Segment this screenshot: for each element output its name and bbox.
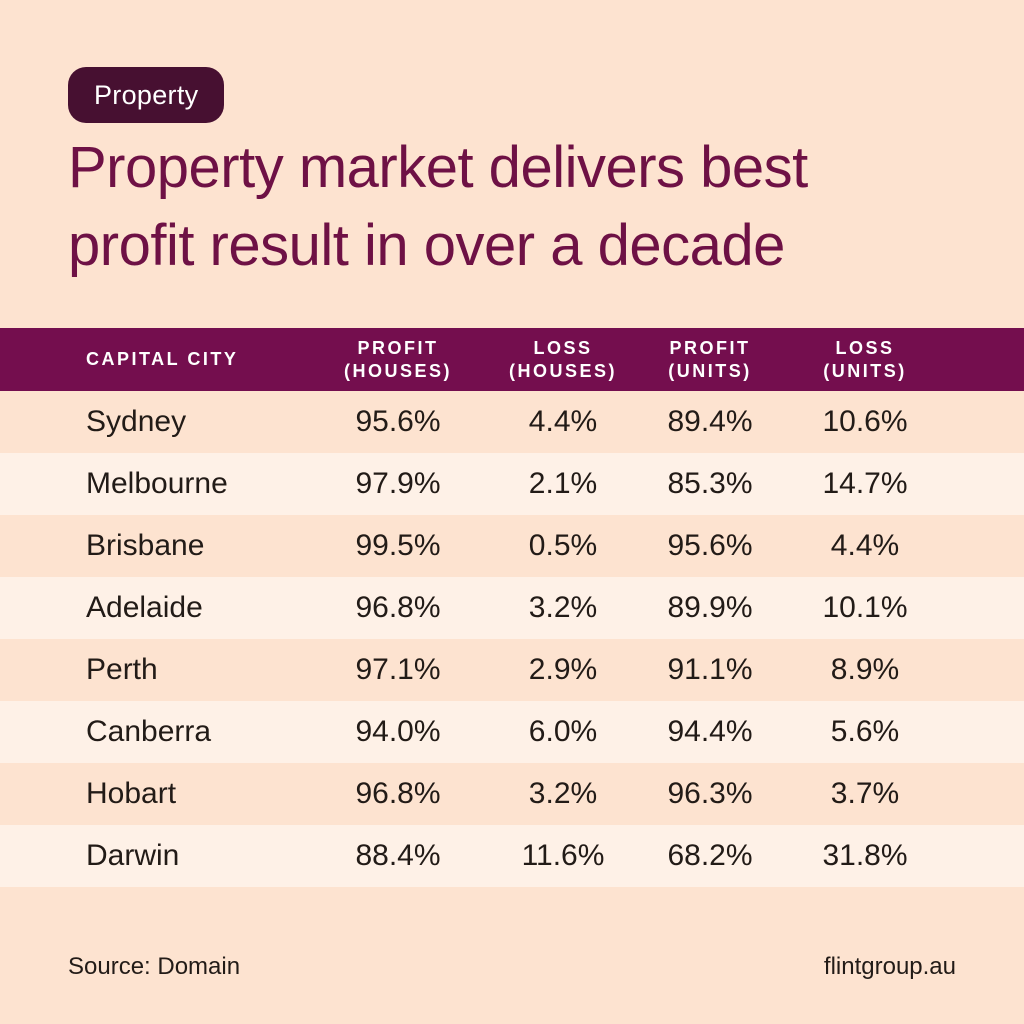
value-cell: 0.5% [528,529,598,562]
table-row: Sydney 95.6% 4.4% 89.4% 10.6% [0,391,1024,453]
value-cell: 2.1% [528,467,598,500]
table-body: Sydney 95.6% 4.4% 89.4% 10.6% Melbourne … [0,391,1024,887]
column-header-loss-houses: Loss (Houses) [508,337,617,381]
source-text: Source: Domain [68,953,241,980]
city-cell: Melbourne [86,467,228,500]
table-row: Darwin 88.4% 11.6% 68.2% 31.8% [0,825,1024,887]
data-table: Capital city Profit (Houses) Loss (House… [0,328,1024,887]
value-cell: 6.0% [528,715,598,748]
footer: Source: Domain flintgroup.au [68,953,956,981]
value-cell: 95.6% [355,405,441,438]
value-cell: 96.8% [355,777,441,810]
value-cell: 2.9% [528,653,598,686]
city-cell: Sydney [86,405,187,438]
value-cell: 97.9% [355,467,441,500]
value-cell: 85.3% [667,467,753,500]
value-cell: 8.9% [830,653,900,686]
city-cell: Hobart [86,777,177,810]
value-cell: 91.1% [667,653,753,686]
category-badge: Property [68,67,225,123]
value-cell: 96.3% [667,777,753,810]
page-title: Property market delivers best profit res… [68,129,808,285]
value-cell: 4.4% [528,405,598,438]
page-title-line-1: Property market delivers best [68,135,808,200]
value-cell: 95.6% [667,529,753,562]
column-header-loss-units: Loss (Units) [823,337,907,381]
value-cell: 14.7% [822,467,908,500]
table-row: Perth 97.1% 2.9% 91.1% 8.9% [0,639,1024,701]
value-cell: 4.4% [830,529,900,562]
value-cell: 99.5% [355,529,441,562]
table-row: Brisbane 99.5% 0.5% 95.6% 4.4% [0,515,1024,577]
city-cell: Brisbane [86,529,205,562]
table-row: Melbourne 97.9% 2.1% 85.3% 14.7% [0,453,1024,515]
value-cell: 31.8% [822,839,908,872]
city-cell: Adelaide [86,591,203,624]
website-text: flintgroup.au [823,953,956,980]
table-header-row: Capital city Profit (Houses) Loss (House… [0,328,1024,391]
value-cell: 89.4% [667,405,753,438]
value-cell: 97.1% [355,653,441,686]
value-cell: 88.4% [355,839,441,872]
value-cell: 3.2% [528,591,598,624]
value-cell: 68.2% [667,839,753,872]
value-cell: 10.6% [822,405,908,438]
table-row: Adelaide 96.8% 3.2% 89.9% 10.1% [0,577,1024,639]
table-row: Canberra 94.0% 6.0% 94.4% 5.6% [0,701,1024,763]
value-cell: 11.6% [521,839,605,872]
page-title-line-2: profit result in over a decade [68,213,785,278]
table-row: Hobart 96.8% 3.2% 96.3% 3.7% [0,763,1024,825]
value-cell: 89.9% [667,591,753,624]
city-cell: Perth [86,653,158,686]
column-header-capital-city: Capital city [86,349,239,369]
value-cell: 94.4% [667,715,753,748]
value-cell: 5.6% [830,715,900,748]
category-badge-label: Property [94,79,199,110]
value-cell: 96.8% [355,591,441,624]
column-header-profit-units: Profit (Units) [668,337,752,381]
value-cell: 10.1% [822,591,908,624]
column-header-profit-houses: Profit (Houses) [343,337,452,381]
value-cell: 94.0% [355,715,441,748]
value-cell: 3.7% [830,777,900,810]
city-cell: Darwin [86,839,180,872]
value-cell: 3.2% [528,777,598,810]
city-cell: Canberra [86,715,212,748]
